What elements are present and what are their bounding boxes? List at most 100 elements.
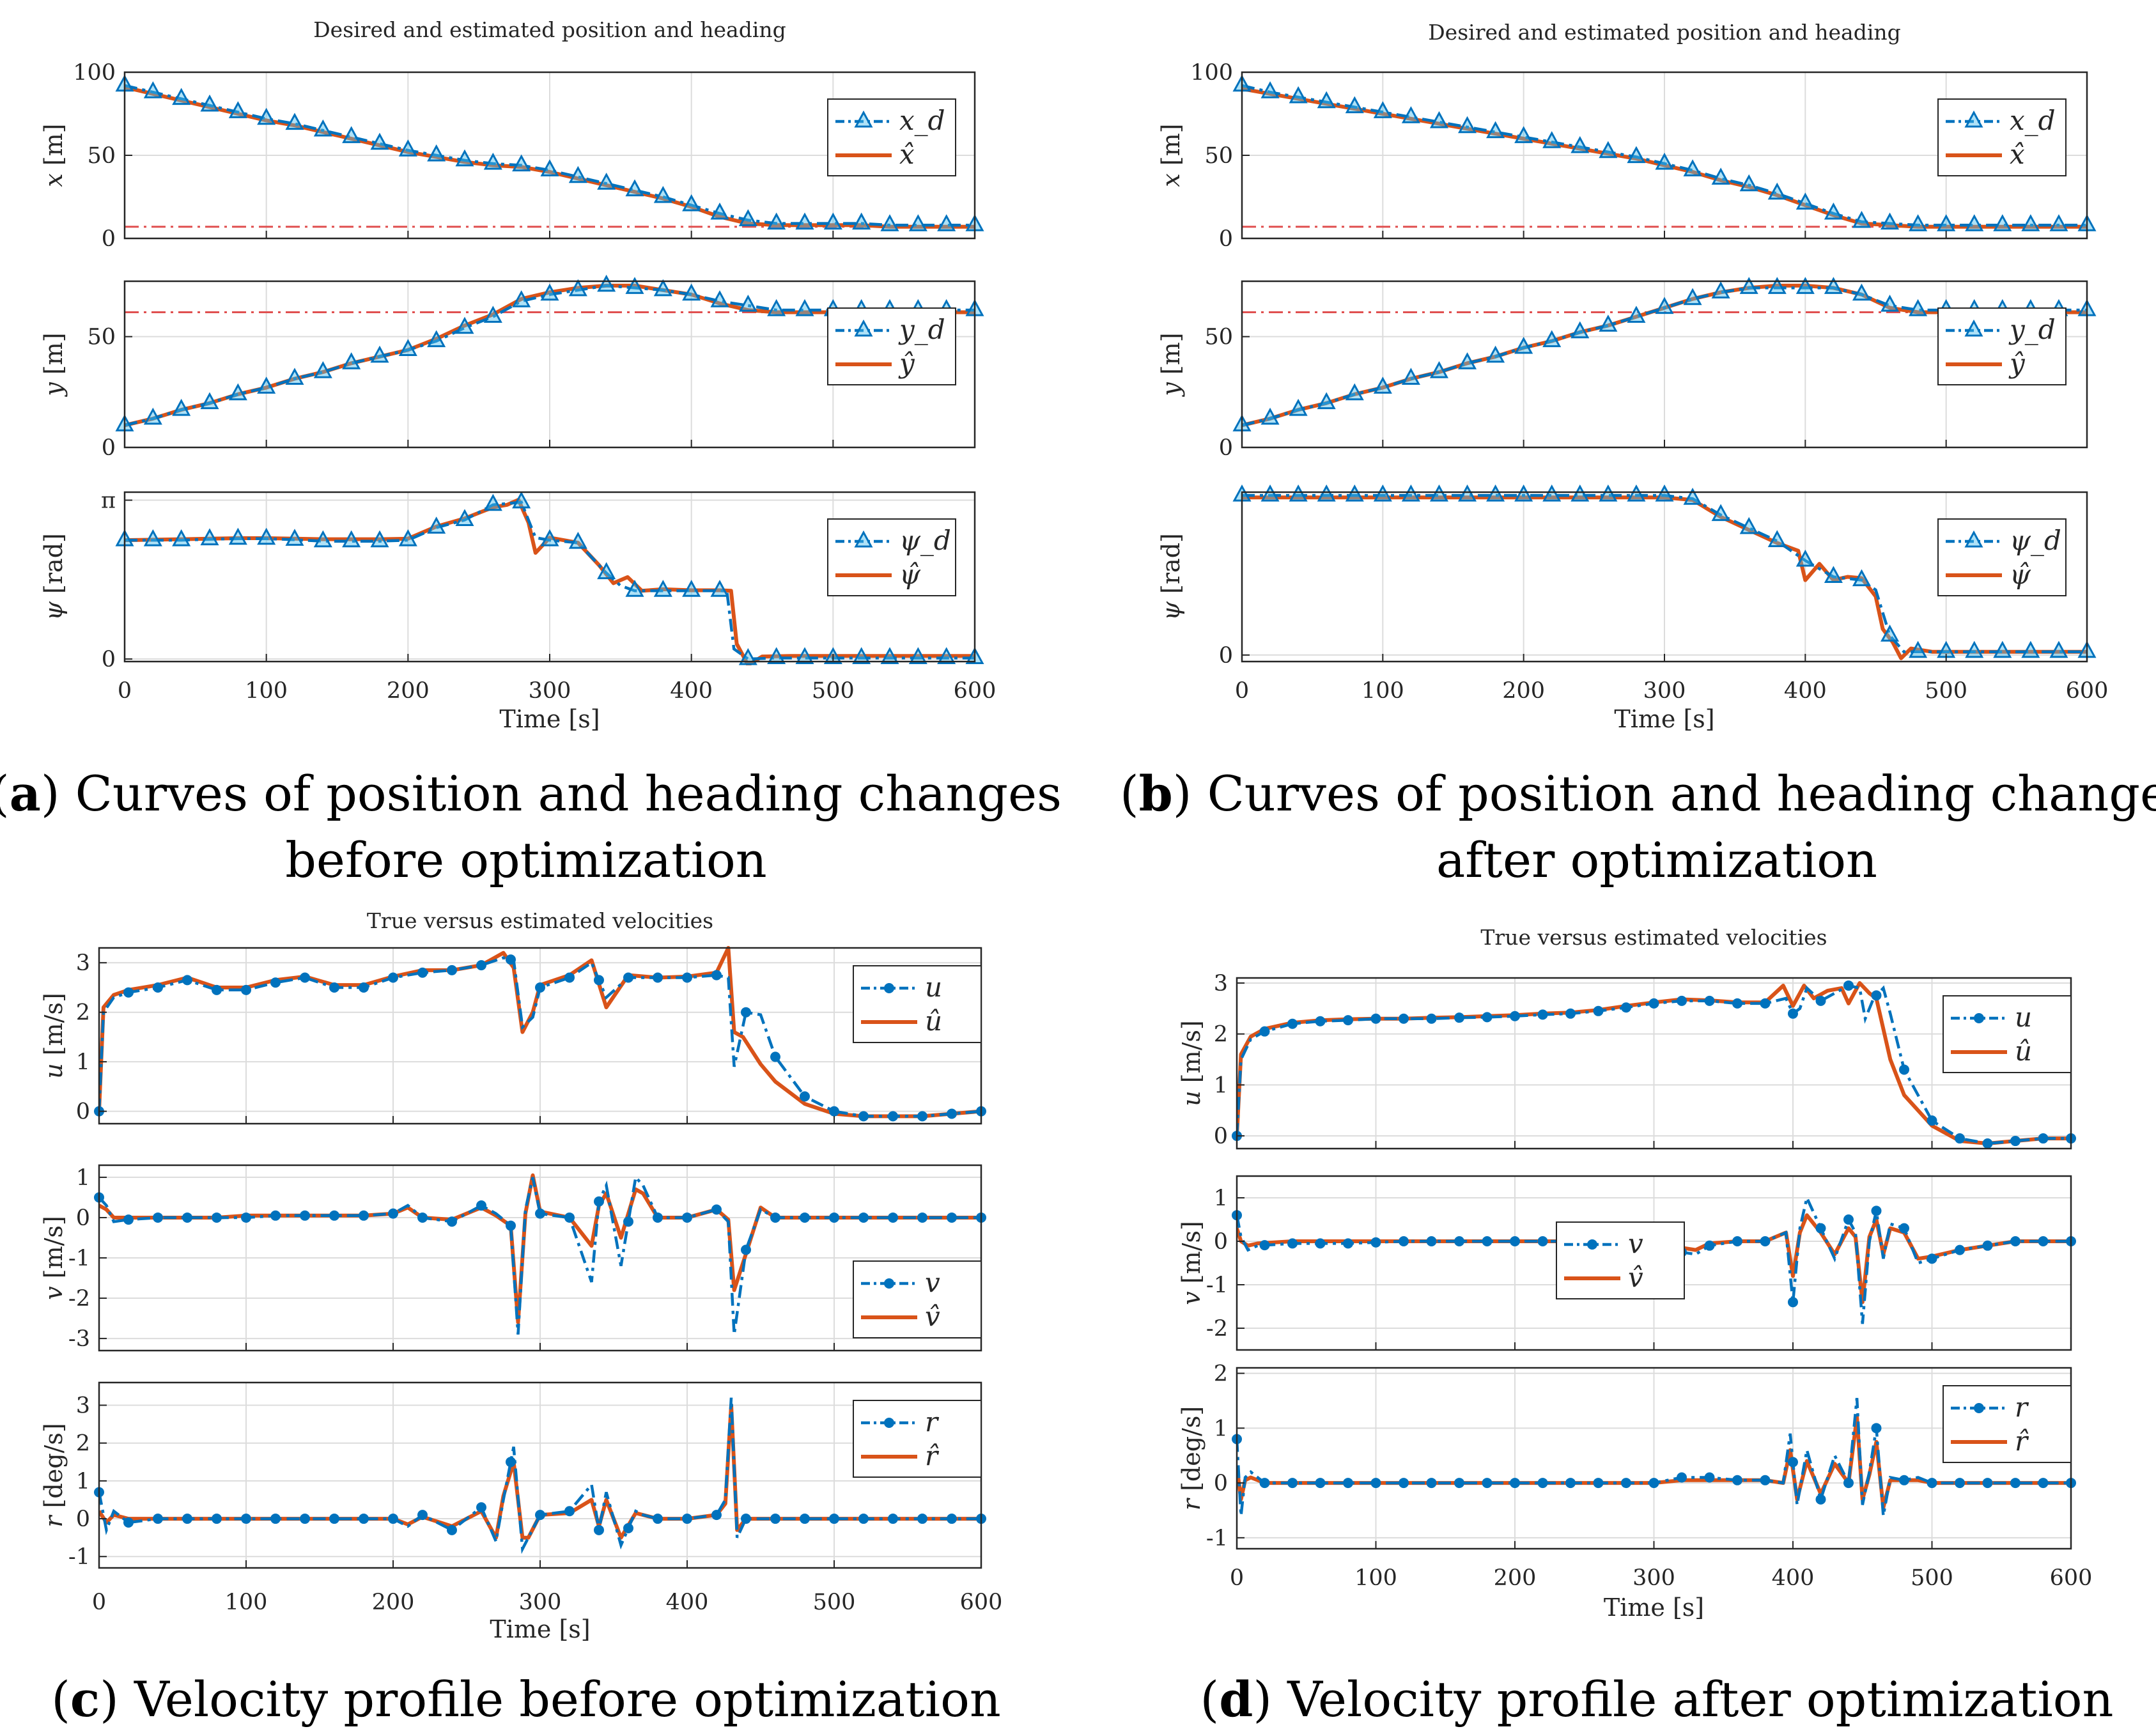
marker-y_d: [1570, 321, 1590, 339]
marker-v: [564, 1212, 575, 1223]
y-axis-symbol: y: [40, 375, 68, 398]
marker-r: [417, 1510, 428, 1521]
y-axis-symbol: v: [40, 1278, 68, 1300]
y-axis-unit: [m]: [40, 123, 68, 166]
marker-u: [359, 982, 369, 993]
marker-v: [623, 1216, 633, 1227]
marker-r: [623, 1523, 633, 1533]
marker-x_d: [1289, 86, 1308, 104]
marker-x_d: [2049, 214, 2068, 231]
marker-v: [888, 1212, 898, 1223]
marker-x_d: [228, 101, 247, 118]
legend-marker: [1974, 1403, 1984, 1413]
marker-u: [1426, 1013, 1437, 1024]
marker-ψ_d: [767, 647, 786, 664]
marker-v: [212, 1212, 222, 1223]
legend: vv̂: [853, 1260, 982, 1338]
marker-x_d: [1909, 214, 1928, 231]
y-axis-label: ψ [rad]: [1157, 533, 1185, 621]
y-tick-label: -2: [1206, 1316, 1228, 1342]
marker-ψ_d: [455, 509, 474, 527]
marker-x_d: [1373, 101, 1392, 118]
marker-u: [270, 977, 281, 988]
y-axis-symbol: r: [40, 1508, 68, 1527]
legend-box: [1943, 995, 2072, 1073]
marker-r: [594, 1524, 604, 1535]
series-r-line: [1237, 1397, 2071, 1516]
marker-u: [947, 1108, 957, 1119]
marker-x_d: [1881, 212, 1900, 230]
x-tick-label: 100: [1354, 1565, 1397, 1591]
marker-v: [535, 1208, 545, 1219]
marker-v: [829, 1212, 839, 1223]
y-tick-label: 50: [1204, 143, 1233, 169]
legend-label-desired: x_d: [2010, 105, 2056, 136]
y-tick-label: 0: [1219, 643, 1233, 669]
marker-r: [1982, 1478, 1993, 1489]
marker-v: [1259, 1240, 1270, 1251]
marker-v: [153, 1212, 163, 1223]
y-axis-unit: [deg/s]: [40, 1423, 68, 1508]
series-x̂-line: [1242, 87, 2087, 229]
y-tick-label: -1: [1206, 1273, 1228, 1298]
marker-r: [711, 1510, 722, 1521]
marker-y_d: [313, 361, 332, 378]
marker-y_d: [455, 316, 474, 334]
y-axis-unit: [m/s]: [1177, 1221, 1206, 1283]
chart-layer: Desired and estimated position and headi…: [40, 17, 2108, 1643]
chart-b-title: Desired and estimated position and headi…: [1428, 20, 1901, 45]
legend-box: [853, 965, 982, 1043]
marker-u: [417, 967, 428, 978]
y-axis-symbol: v: [1177, 1283, 1206, 1305]
y-axis-symbol: x: [40, 166, 68, 187]
marker-v: [1426, 1236, 1437, 1246]
marker-y_d: [682, 283, 701, 301]
marker-v: [741, 1244, 751, 1255]
marker-r: [1399, 1478, 1409, 1489]
y-tick-label: -2: [68, 1286, 90, 1312]
marker-r: [1565, 1478, 1576, 1489]
marker-x_d: [1514, 126, 1533, 143]
marker-u: [1871, 990, 1882, 1001]
marker-ψ_d: [1739, 516, 1758, 534]
marker-y_d: [1514, 336, 1533, 354]
marker-ψ_d: [1570, 484, 1590, 502]
marker-u: [123, 987, 134, 998]
marker-v: [1788, 1297, 1798, 1308]
caption-b-line1: ) Curves of position and heading changes: [1173, 765, 2156, 822]
marker-u: [476, 960, 486, 971]
marker-v: [1482, 1236, 1493, 1246]
marker-x_d: [1739, 174, 1758, 192]
legend: x_dx̂: [1937, 98, 2067, 176]
marker-r: [800, 1514, 810, 1524]
x-tick-label: 100: [225, 1590, 268, 1615]
marker-u: [1899, 1064, 1909, 1075]
legend: y_dŷ: [827, 307, 956, 385]
marker-x_d: [1542, 131, 1562, 148]
marker-ψ_d: [597, 562, 616, 580]
marker-u: [2038, 1133, 2049, 1144]
legend-label-desired: ψ_d: [2010, 525, 2061, 556]
series-u-line: [99, 956, 981, 1118]
marker-v: [123, 1214, 134, 1225]
marker-r: [1871, 1423, 1882, 1434]
y-axis-label: v [m/s]: [1177, 1221, 1206, 1305]
legend-label-estimated: ŷ: [898, 348, 915, 379]
marker-v: [1732, 1236, 1742, 1246]
marker-v: [711, 1204, 722, 1215]
x-tick-label: 600: [954, 678, 997, 704]
marker-ψ_d: [852, 647, 871, 664]
legend-box: [853, 1400, 982, 1478]
marker-v: [1537, 1236, 1548, 1246]
marker-x_d: [738, 209, 757, 226]
marker-y_d: [1599, 314, 1618, 332]
legend-box: [827, 98, 956, 176]
x-tick-label: 200: [1494, 1565, 1537, 1591]
marker-y_d: [143, 407, 162, 425]
marker-x_d: [342, 126, 361, 143]
marker-x_d: [427, 144, 446, 162]
marker-ψ_d: [1429, 484, 1448, 502]
marker-ψ_d: [1627, 484, 1646, 502]
marker-r: [1843, 1478, 1854, 1489]
